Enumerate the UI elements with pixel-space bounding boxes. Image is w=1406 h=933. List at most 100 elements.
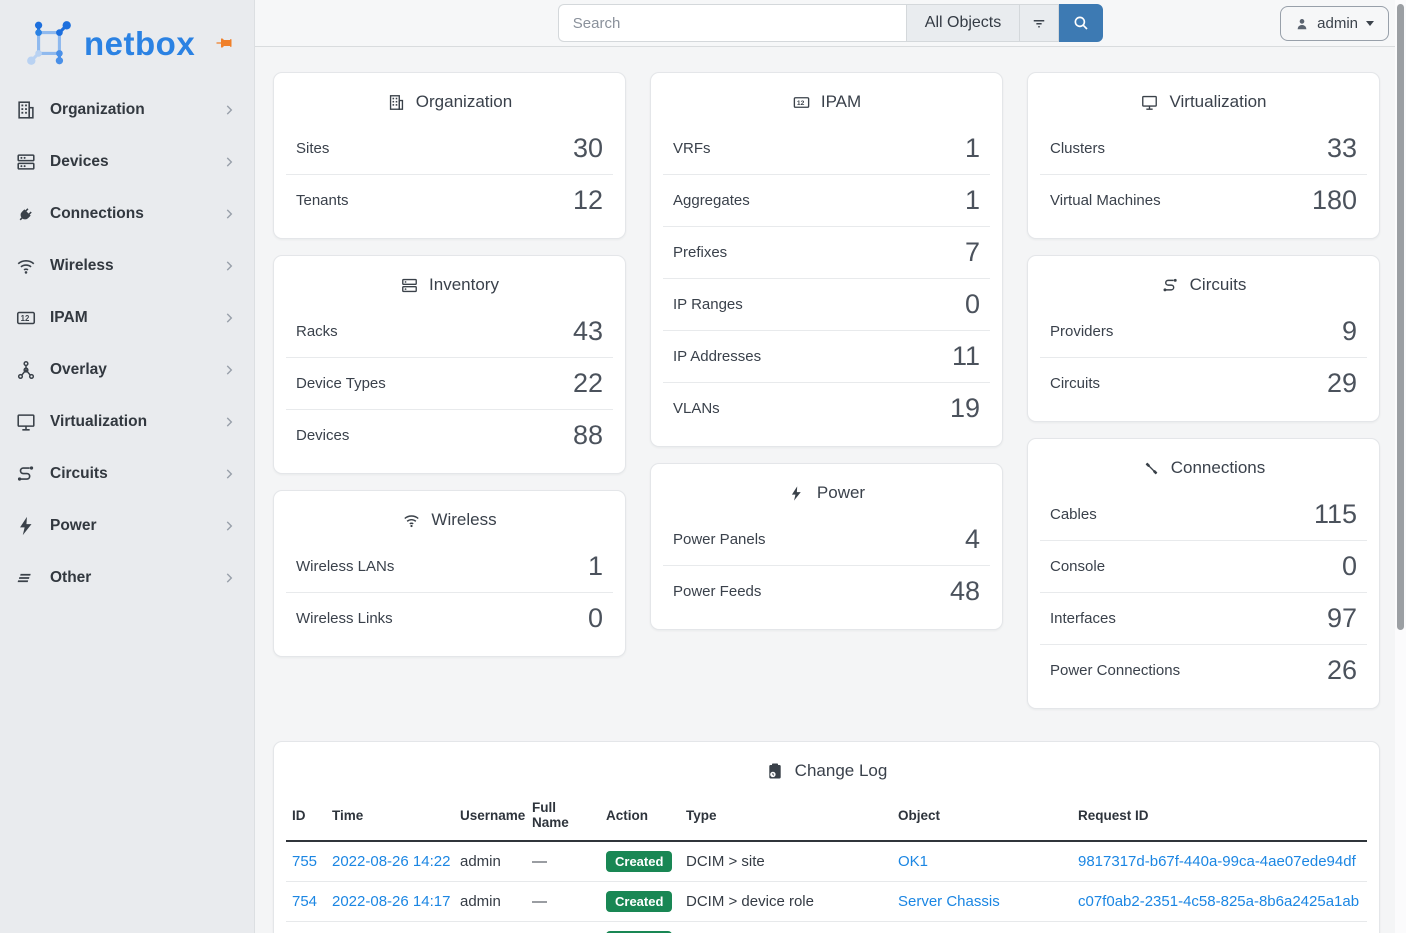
column-header-request-id: Request ID [1072, 792, 1367, 842]
sidebar-item-power[interactable]: Power [0, 500, 254, 552]
search-input[interactable] [557, 4, 906, 42]
stat-value[interactable]: 9 [1341, 316, 1357, 346]
sidebar-item-circuits[interactable]: Circuits [0, 448, 254, 500]
stat-value[interactable]: 7 [964, 237, 980, 267]
scrollbar-thumb[interactable] [1397, 4, 1404, 630]
stat-label[interactable]: Wireless Links [296, 610, 393, 627]
stat-label[interactable]: Console [1050, 558, 1106, 575]
sidebar-item-devices[interactable]: Devices [0, 136, 254, 188]
change-request-id-link[interactable]: c07f0ab2-2351-4c58-825a-8b6a2425a1ab [1078, 893, 1360, 910]
stat-value[interactable]: 4 [964, 524, 980, 554]
stat-value[interactable]: 22 [572, 368, 603, 398]
stat-label[interactable]: Aggregates [673, 192, 750, 209]
stat-value[interactable]: 1 [964, 133, 980, 163]
netbox-logo[interactable]: netbox [24, 18, 195, 68]
stat-row-power-panels: Power Panels 4 [663, 514, 990, 565]
sidebar-item-wireless[interactable]: Wireless [0, 240, 254, 292]
stat-value[interactable]: 43 [572, 316, 603, 346]
change-object-link[interactable]: Server Chassis [898, 893, 1000, 910]
stat-label[interactable]: VLANs [673, 400, 720, 417]
building-icon [14, 98, 38, 122]
stat-label[interactable]: Power Feeds [673, 583, 762, 600]
stat-label[interactable]: Virtual Machines [1050, 192, 1161, 209]
stat-value[interactable]: 11 [951, 341, 980, 371]
stat-value[interactable]: 97 [1326, 603, 1357, 633]
sidebar-item-other[interactable]: Other [0, 552, 254, 604]
sidebar-item-virtualization[interactable]: Virtualization [0, 396, 254, 448]
stat-label[interactable]: VRFs [673, 140, 711, 157]
change-id-link[interactable]: 755 [292, 853, 318, 870]
stat-value[interactable]: 19 [949, 393, 980, 423]
stat-value[interactable]: 0 [964, 289, 980, 319]
stat-label[interactable]: Wireless LANs [296, 558, 395, 575]
stat-row-vrfs: VRFs 1 [663, 123, 990, 174]
counter-icon: 12 [14, 306, 38, 330]
pin-icon [216, 38, 232, 48]
change-object-link[interactable]: OK1 [898, 853, 929, 870]
stat-label[interactable]: Prefixes [673, 244, 728, 261]
sidebar-item-overlay[interactable]: Overlay [0, 344, 254, 396]
sidebar-item-label: Power [50, 517, 97, 534]
sidebar-pin-button[interactable] [214, 33, 234, 53]
stat-row-console: Console 0 [1040, 540, 1367, 592]
stat-value[interactable]: 88 [572, 420, 603, 450]
stat-label[interactable]: IP Addresses [673, 348, 762, 365]
card-connections: Connections Cables 115 Console 0 Interfa… [1027, 438, 1380, 709]
stat-label[interactable]: IP Ranges [673, 296, 743, 313]
user-menu-button[interactable]: admin [1280, 6, 1389, 41]
stat-row-racks: Racks 43 [286, 306, 613, 357]
stat-value[interactable]: 1 [964, 185, 980, 215]
stat-label[interactable]: Device Types [296, 375, 386, 392]
stat-value[interactable]: 0 [1341, 551, 1357, 581]
stat-label[interactable]: Power Connections [1050, 662, 1181, 679]
stat-label[interactable]: Providers [1050, 323, 1114, 340]
stat-value[interactable]: 33 [1326, 133, 1357, 163]
caret-down-icon [1366, 21, 1374, 26]
stat-value[interactable]: 1 [587, 551, 603, 581]
search-scope-dropdown[interactable]: All Objects [905, 4, 1020, 42]
stat-value[interactable]: 26 [1326, 655, 1357, 685]
change-time-link[interactable]: 2022-08-26 14:22 [332, 853, 451, 870]
monitor-icon [1140, 92, 1160, 112]
filter-button[interactable] [1019, 4, 1060, 42]
filter-icon [1033, 20, 1045, 28]
stat-label[interactable]: Clusters [1050, 140, 1106, 157]
stat-value[interactable]: 29 [1326, 368, 1357, 398]
change-time-link[interactable]: 2022-08-26 14:17 [332, 893, 451, 910]
sidebar: netbox Organization [0, 0, 255, 933]
user-label: admin [1317, 15, 1358, 32]
card-inventory: Inventory Racks 43 Device Types 22 Devic… [273, 255, 626, 474]
sidebar-item-organization[interactable]: Organization [0, 84, 254, 136]
card-title: Inventory [429, 275, 499, 294]
stat-value[interactable]: 30 [572, 133, 603, 163]
stat-row-virtual-machines: Virtual Machines 180 [1040, 174, 1367, 226]
change-id-link[interactable]: 754 [292, 893, 318, 910]
clipboard-clock-icon [766, 761, 786, 781]
stat-label[interactable]: Cables [1050, 506, 1097, 523]
change-username: admin [454, 841, 526, 882]
search-button[interactable] [1059, 4, 1104, 42]
server-icon [14, 150, 38, 174]
sidebar-item-connections[interactable]: Connections [0, 188, 254, 240]
stat-label[interactable]: Power Panels [673, 531, 766, 548]
stat-label[interactable]: Racks [296, 323, 338, 340]
column-header-full-name: Full Name [526, 792, 600, 842]
stat-label[interactable]: Sites [296, 140, 330, 157]
scrollbar-track [1395, 0, 1406, 933]
stat-label[interactable]: Circuits [1050, 375, 1101, 392]
stat-label[interactable]: Tenants [296, 192, 349, 209]
column-header-username: Username [454, 792, 526, 842]
sidebar-item-label: Wireless [50, 257, 114, 274]
stat-value[interactable]: 0 [587, 603, 603, 633]
chevron-right-icon [222, 259, 236, 273]
stat-value[interactable]: 48 [949, 576, 980, 606]
stat-value[interactable]: 180 [1311, 185, 1357, 215]
stat-value[interactable]: 115 [1313, 499, 1357, 529]
stat-label[interactable]: Devices [296, 427, 350, 444]
change-request-id-link[interactable]: 9817317d-b67f-440a-99ca-4ae07ede94df [1078, 853, 1356, 870]
cable-icon [1142, 458, 1162, 478]
sidebar-item-ipam[interactable]: 12 IPAM [0, 292, 254, 344]
stat-value[interactable]: 12 [572, 185, 603, 215]
stat-label[interactable]: Interfaces [1050, 610, 1116, 627]
search-icon [1074, 16, 1088, 30]
